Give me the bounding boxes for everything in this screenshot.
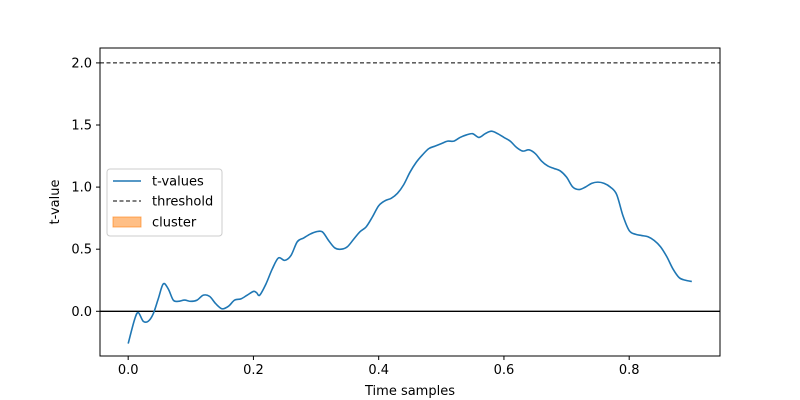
x-tick-label: 0.2 bbox=[243, 363, 264, 378]
x-tick-label: 0.0 bbox=[118, 363, 139, 378]
y-tick-label: 1.5 bbox=[71, 119, 92, 134]
legend: t-values threshold cluster bbox=[106, 168, 223, 237]
y-axis: 0.0 0.5 1.0 1.5 2.0 bbox=[71, 56, 100, 320]
y-tick-label: 2.0 bbox=[71, 56, 92, 71]
legend-entry-t-values: t-values bbox=[152, 175, 204, 190]
t-values-line bbox=[127, 130, 692, 344]
y-tick-label: 1.0 bbox=[71, 181, 92, 196]
plot-area bbox=[99, 47, 721, 357]
x-tick-label: 0.6 bbox=[494, 363, 515, 378]
legend-swatch-cluster bbox=[112, 216, 142, 228]
x-tick-label: 0.8 bbox=[619, 363, 640, 378]
legend-entry-cluster: cluster bbox=[152, 216, 197, 231]
x-axis: 0.0 0.2 0.4 0.6 0.8 bbox=[118, 356, 640, 378]
x-tick-label: 0.4 bbox=[368, 363, 389, 378]
y-tick-label: 0.5 bbox=[71, 243, 92, 258]
plot-frame bbox=[99, 47, 721, 357]
y-axis-label: t-value bbox=[48, 180, 63, 225]
legend-entry-threshold: threshold bbox=[152, 195, 213, 210]
x-axis-label: Time samples bbox=[364, 384, 455, 399]
y-tick-label: 0.0 bbox=[71, 305, 92, 320]
